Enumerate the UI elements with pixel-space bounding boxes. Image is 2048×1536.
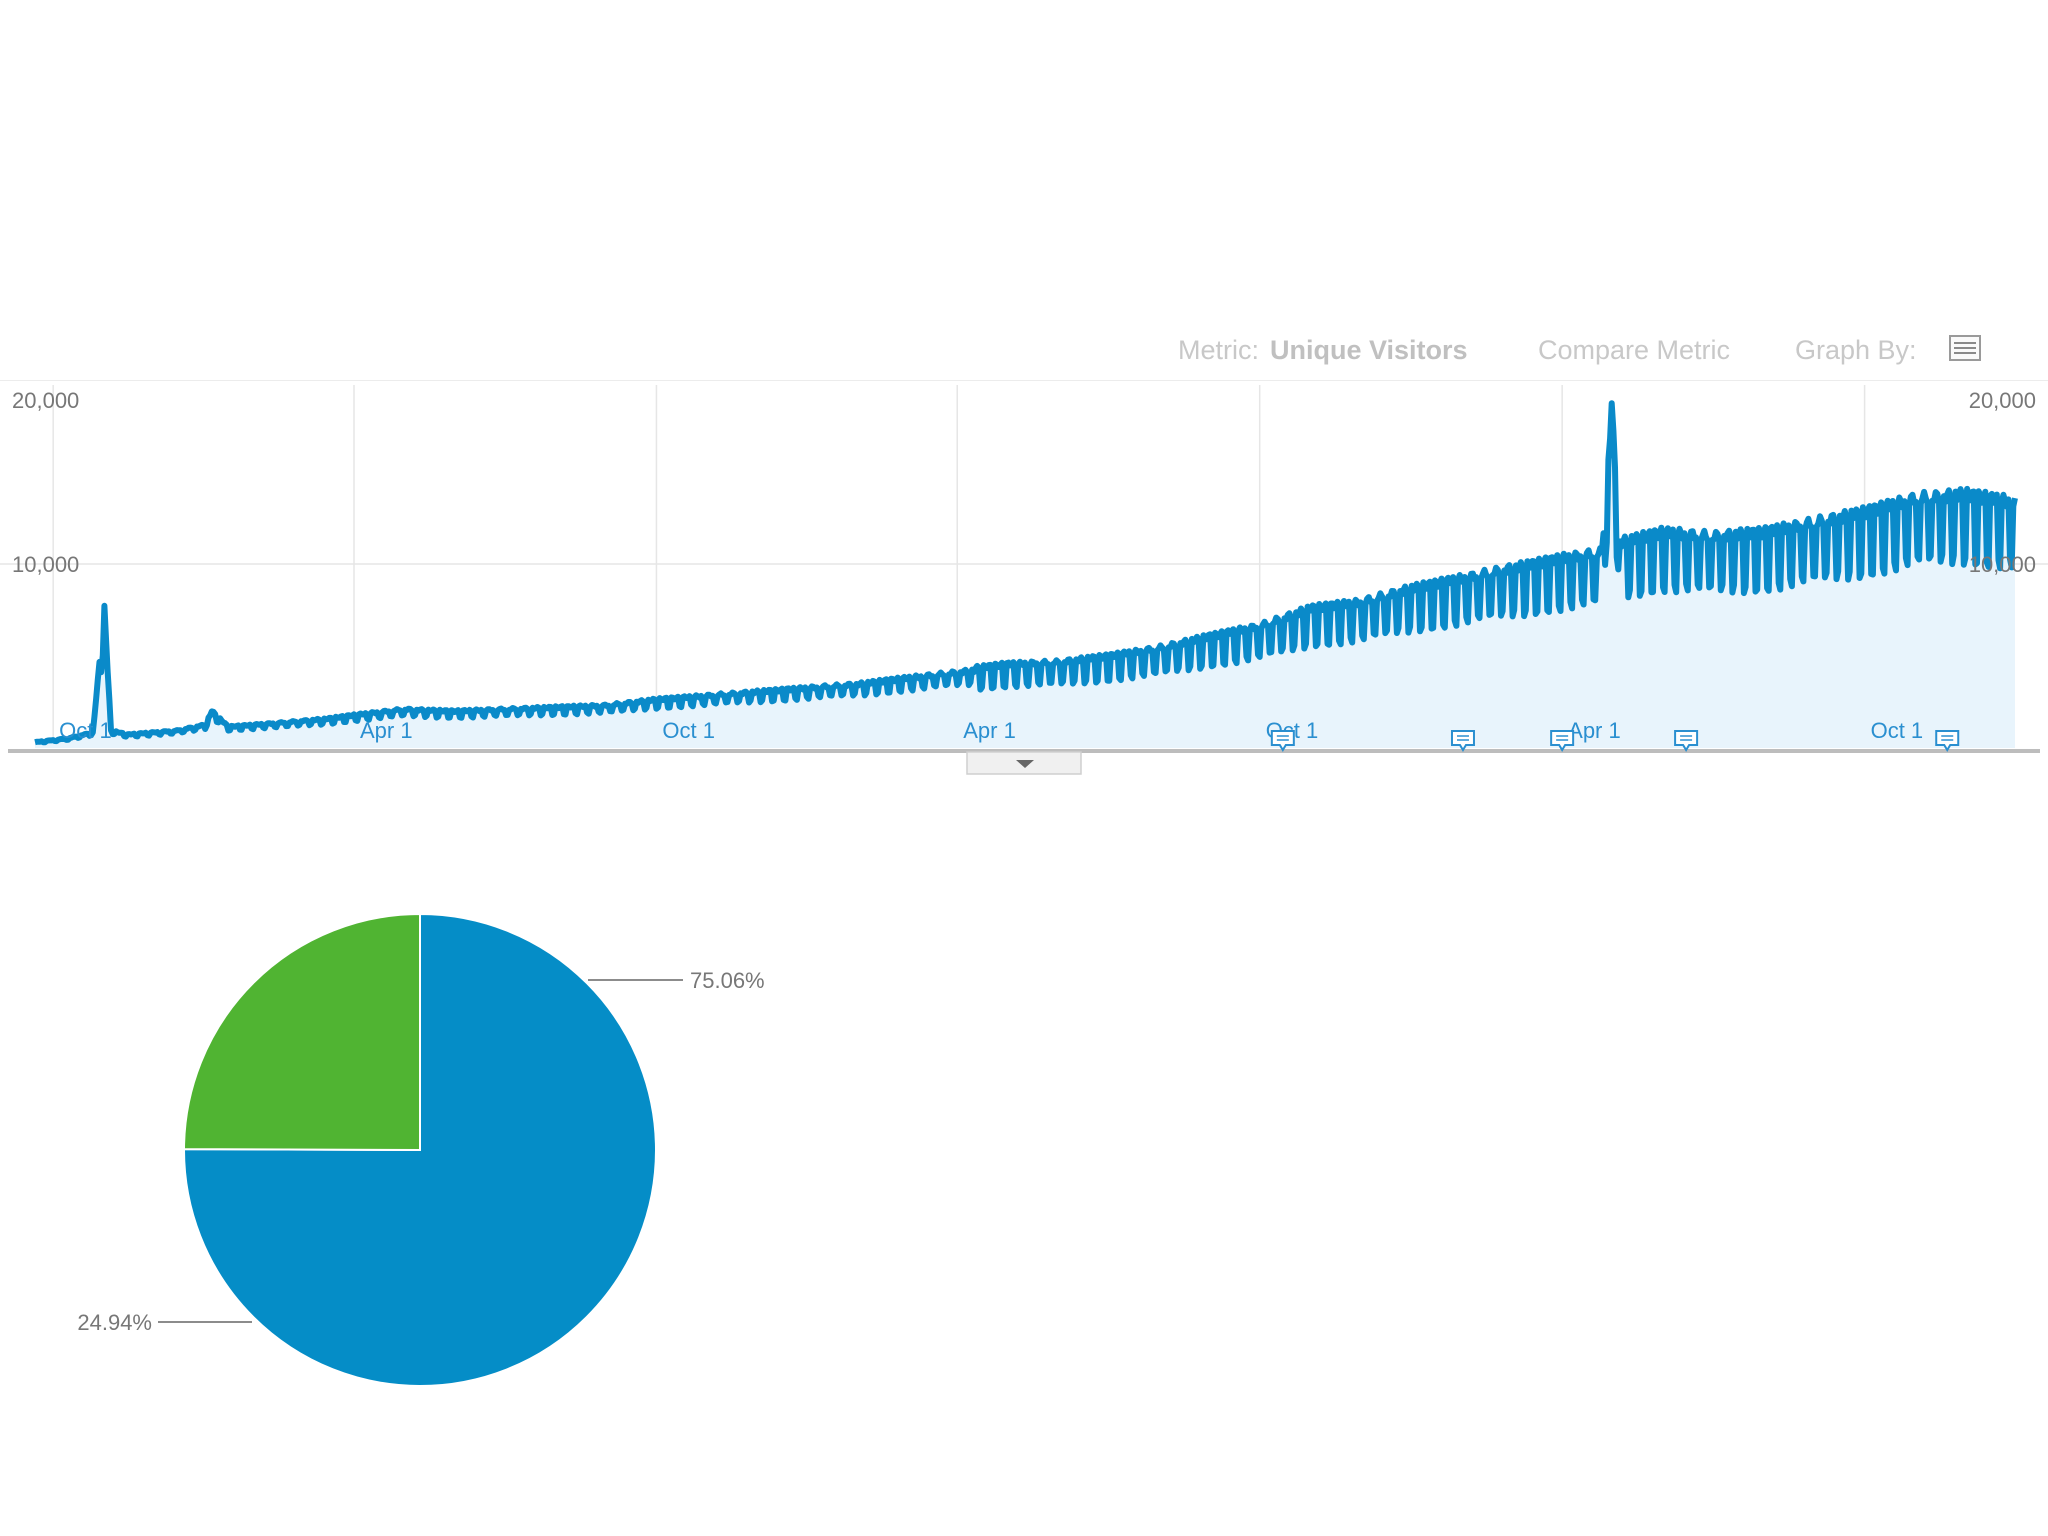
pie-chart: 75.06% 24.94%	[77, 912, 765, 1387]
y-tick-label-right: 10,000	[1969, 552, 2036, 577]
pie-slice-label: 75.06%	[690, 968, 765, 993]
y-axis-ticks: 20,000 20,000 10,000 10,000	[12, 388, 2036, 577]
pie-slice	[182, 912, 421, 1152]
chart-toolbar: Metric: Unique Visitors Compare Metric G…	[0, 330, 2048, 370]
x-tick-label: Oct 1	[662, 718, 715, 743]
annotation-markers	[1270, 730, 1960, 752]
annotation-icon[interactable]	[1270, 730, 1295, 752]
pie-slice-label: 24.94%	[77, 1310, 152, 1335]
pie-slice	[182, 912, 657, 1387]
metric-label: Metric:	[1178, 335, 1259, 365]
compare-metric-link[interactable]: Compare Metric	[1538, 335, 1731, 365]
x-tick-label: Oct 1	[59, 718, 112, 743]
x-tick-label: Apr 1	[963, 718, 1016, 743]
x-tick-label: Oct 1	[1871, 718, 1924, 743]
y-tick-label-left: 20,000	[12, 388, 79, 413]
x-tick-label: Apr 1	[1568, 718, 1621, 743]
annotation-icon[interactable]	[1935, 730, 1960, 752]
metric-selector[interactable]: Unique Visitors	[1270, 335, 1468, 365]
expand-chart-button[interactable]	[966, 751, 1082, 775]
line-chart: 20,000 20,000 10,000 10,000 Oct 1 Apr 1 Oct 1…	[0, 380, 2048, 775]
series-line	[33, 400, 2018, 746]
chevron-down-icon	[1016, 760, 1034, 768]
y-tick-label-left: 10,000	[12, 552, 79, 577]
x-tick-label: Apr 1	[360, 718, 413, 743]
annotation-icon[interactable]	[1450, 730, 1475, 752]
graph-by-label: Graph By:	[1795, 335, 1917, 365]
annotation-icon[interactable]	[1550, 730, 1575, 752]
y-tick-label-right: 20,000	[1969, 388, 2036, 413]
table-icon[interactable]	[1949, 335, 1981, 361]
annotation-icon[interactable]	[1674, 730, 1699, 752]
series-area	[35, 403, 2015, 748]
